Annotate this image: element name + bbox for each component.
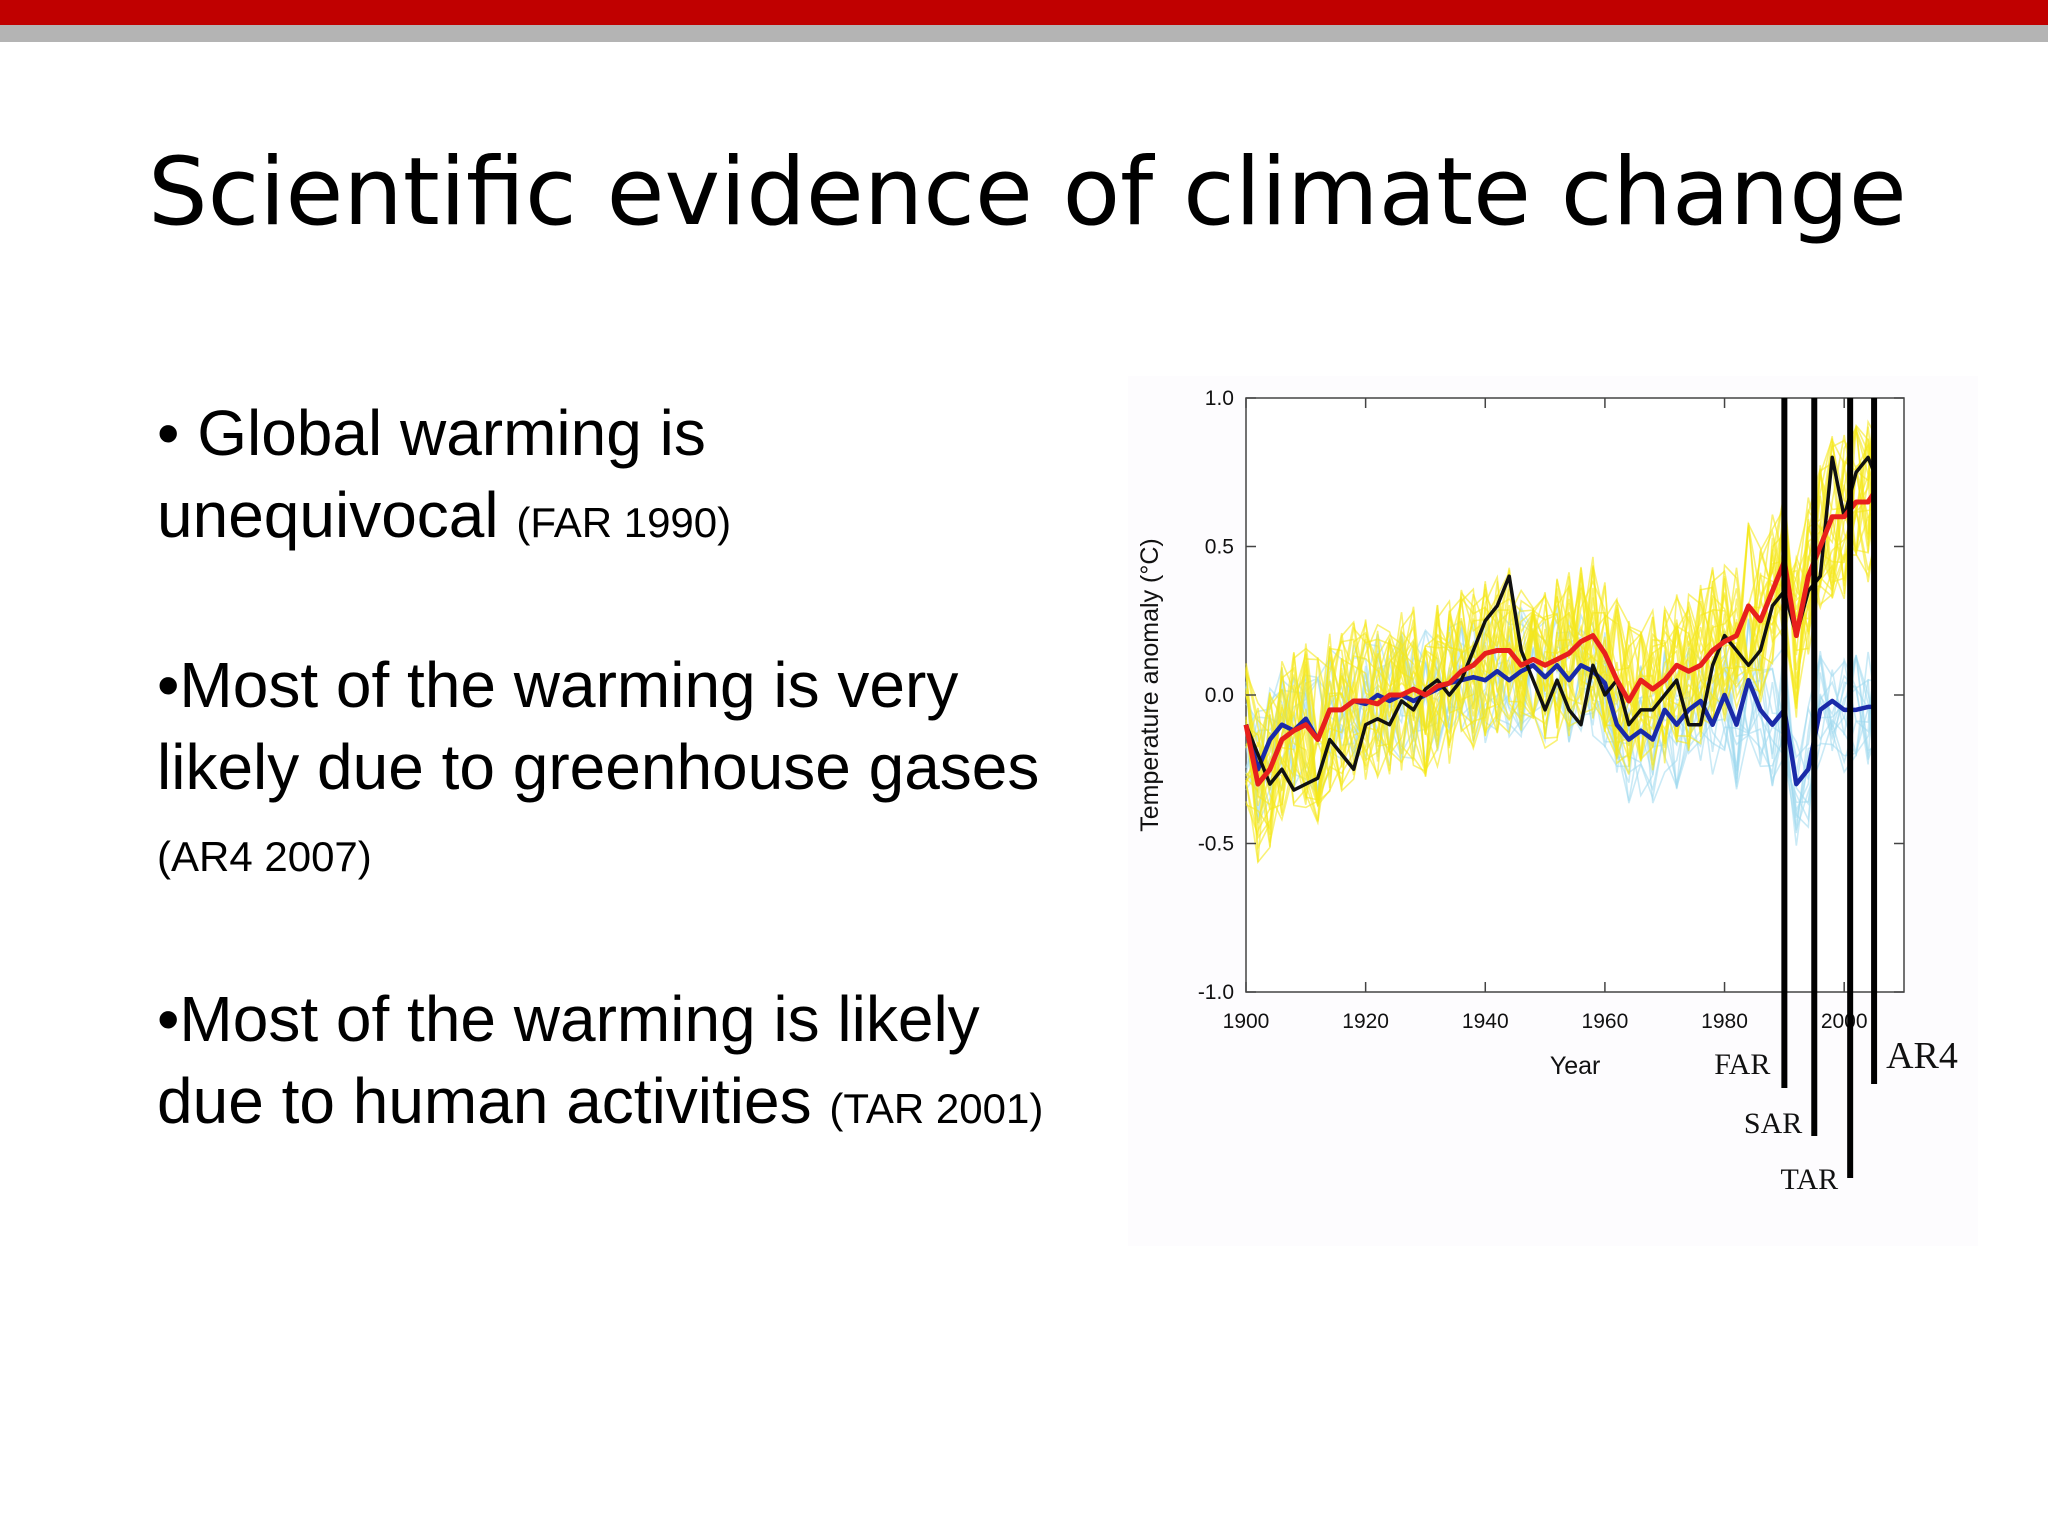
x-axis-title: Year	[1550, 1052, 1601, 1080]
bullet-text: Most of the warming is likely due to hum…	[157, 983, 980, 1137]
series-lines	[1243, 455, 1877, 792]
top-gray-bar	[0, 25, 2048, 42]
bullet-list: • Global warming is unequivocal (FAR 199…	[157, 392, 1057, 1150]
x-tick-label: 1900	[1223, 1010, 1270, 1033]
y-tick-label: -0.5	[1198, 833, 1234, 856]
bullet-item: •Most of the warming is very likely due …	[157, 644, 1057, 898]
bullet-marker: •	[157, 649, 180, 721]
report-markers: FAR SAR TAR AR4	[1714, 398, 1958, 1196]
report-label-sar: SAR	[1744, 1107, 1802, 1140]
all_forcing-series-line	[1243, 491, 1877, 787]
bullet-text: Most of the warming is very likely due t…	[157, 649, 1040, 803]
x-tick-label: 1940	[1462, 1010, 1509, 1033]
temperature-chart: 1900 1920 1940 1960 1980 2000 1.0 0.5 0.0 -0.5 -1.…	[1128, 376, 1978, 1246]
bullet-item: •Most of the warming is likely due to hu…	[157, 978, 1057, 1150]
axis-ticks: 1900 1920 1940 1960 1980 2000 1.0 0.5 0.0 -0.5 -1.…	[1198, 387, 1904, 1033]
bullet-item: • Global warming is unequivocal (FAR 199…	[157, 392, 1057, 564]
top-accent-bar	[0, 0, 2048, 25]
observed-series-line	[1244, 455, 1876, 792]
y-tick-label: 0.0	[1205, 684, 1234, 707]
chart-canvas: 1900 1920 1940 1960 1980 2000 1.0 0.5 0.0 -0.5 -1.…	[1136, 387, 1958, 1196]
report-label-far: FAR	[1714, 1048, 1770, 1081]
bullet-source: (FAR 1990)	[516, 499, 732, 546]
bullet-text: Global warming is unequivocal	[157, 397, 706, 551]
report-label-tar: TAR	[1781, 1163, 1839, 1196]
x-tick-label: 1920	[1342, 1010, 1389, 1033]
bullet-marker: •	[157, 397, 198, 469]
x-tick-label: 1980	[1701, 1010, 1748, 1033]
y-tick-label: -1.0	[1198, 981, 1234, 1004]
bullet-marker: •	[157, 983, 180, 1055]
model-run-line	[1245, 419, 1875, 863]
bullet-source: (AR4 2007)	[157, 833, 372, 880]
model-run-line	[1245, 413, 1875, 806]
y-tick-label: 1.0	[1205, 387, 1234, 410]
report-label-ar4: AR4	[1886, 1035, 1958, 1077]
slide-title: Scientific evidence of climate change	[148, 138, 1907, 247]
y-tick-label: 0.5	[1205, 536, 1234, 559]
bullet-source: (TAR 2001)	[829, 1085, 1044, 1132]
y-axis-title: Temperature anomaly (°C)	[1136, 538, 1164, 831]
x-tick-label: 2000	[1821, 1010, 1868, 1033]
x-tick-label: 1960	[1582, 1010, 1629, 1033]
model-run-line	[1245, 459, 1875, 840]
